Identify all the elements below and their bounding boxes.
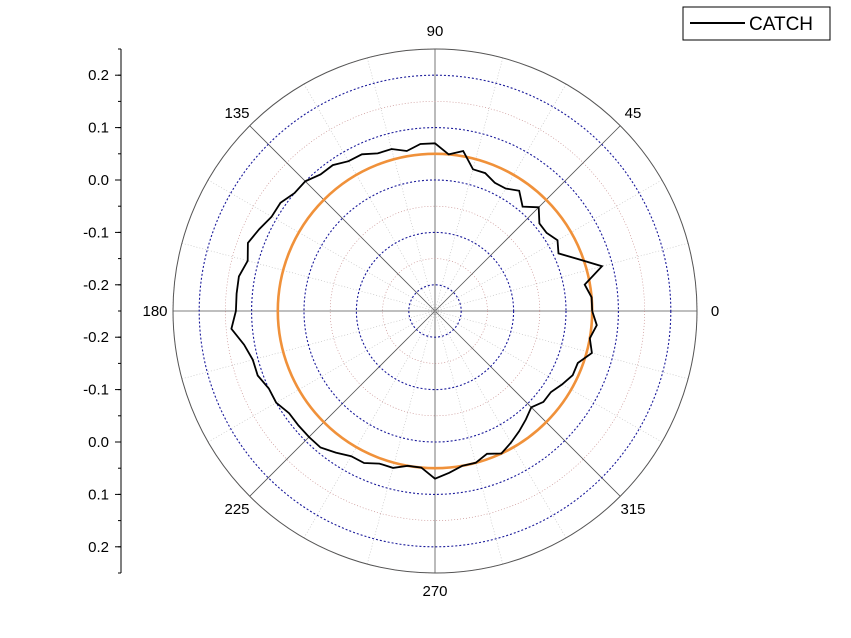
angular-tick-label: 135 (224, 105, 249, 122)
radial-grid-ring (329, 205, 541, 417)
radial-grid-ring (355, 231, 515, 391)
radial-tick-label: -0.2 (83, 277, 109, 294)
polar-grid (172, 48, 698, 574)
angular-grid-line (434, 310, 689, 380)
radial-grid-ring (251, 127, 619, 495)
angular-grid-line (434, 125, 621, 312)
angular-grid-line (207, 310, 436, 443)
radial-grid-ring (382, 258, 488, 364)
angular-tick-labels: 0 45 90 135 180 225 270 315 (142, 23, 719, 600)
legend: CATCH (682, 6, 831, 41)
legend-label: CATCH (749, 14, 813, 35)
angular-tick-label: 90 (427, 23, 444, 40)
angular-grid-line (366, 310, 436, 565)
angular-grid-line (434, 310, 504, 565)
radial-tick-label: -0.1 (83, 382, 109, 399)
radial-grid-ring (198, 74, 672, 548)
angular-grid-line (366, 57, 436, 312)
angular-tick-label: 0 (711, 303, 719, 320)
series-layer (230, 142, 604, 480)
radial-tick-label: 0.1 (88, 486, 109, 503)
angular-tick-label: 45 (625, 105, 642, 122)
radial-tick-label: 0.2 (88, 67, 109, 84)
angular-grid-line (303, 310, 436, 539)
radial-tick-label: -0.2 (83, 329, 109, 346)
angular-tick-label: 180 (142, 303, 167, 320)
angular-grid-line (434, 179, 663, 312)
radial-grid-ring (303, 179, 567, 443)
polar-outer-ring (172, 48, 698, 574)
angular-grid-line (207, 179, 436, 312)
radial-tick-label: 0.1 (88, 120, 109, 137)
radial-grid-ring (225, 101, 645, 521)
angular-tick-label: 270 (422, 583, 447, 600)
radial-tick-label: 0.0 (88, 172, 109, 189)
angular-tick-label: 225 (224, 501, 249, 518)
angular-grid-line (434, 310, 621, 497)
radial-tick-label: 0.0 (88, 434, 109, 451)
radial-tick-label: 0.2 (88, 539, 109, 556)
radial-axis: 0.2 0.1 0.0 -0.1 -0.2 -0.2 -0.1 0.0 0.1 0.2 (83, 48, 122, 574)
series-line-catch (230, 142, 604, 480)
angular-grid-line (249, 125, 436, 312)
radial-tick-label: -0.1 (83, 224, 109, 241)
angular-grid-line (434, 57, 504, 312)
angular-tick-label: 315 (620, 501, 645, 518)
radial-grid-ring (408, 284, 462, 338)
